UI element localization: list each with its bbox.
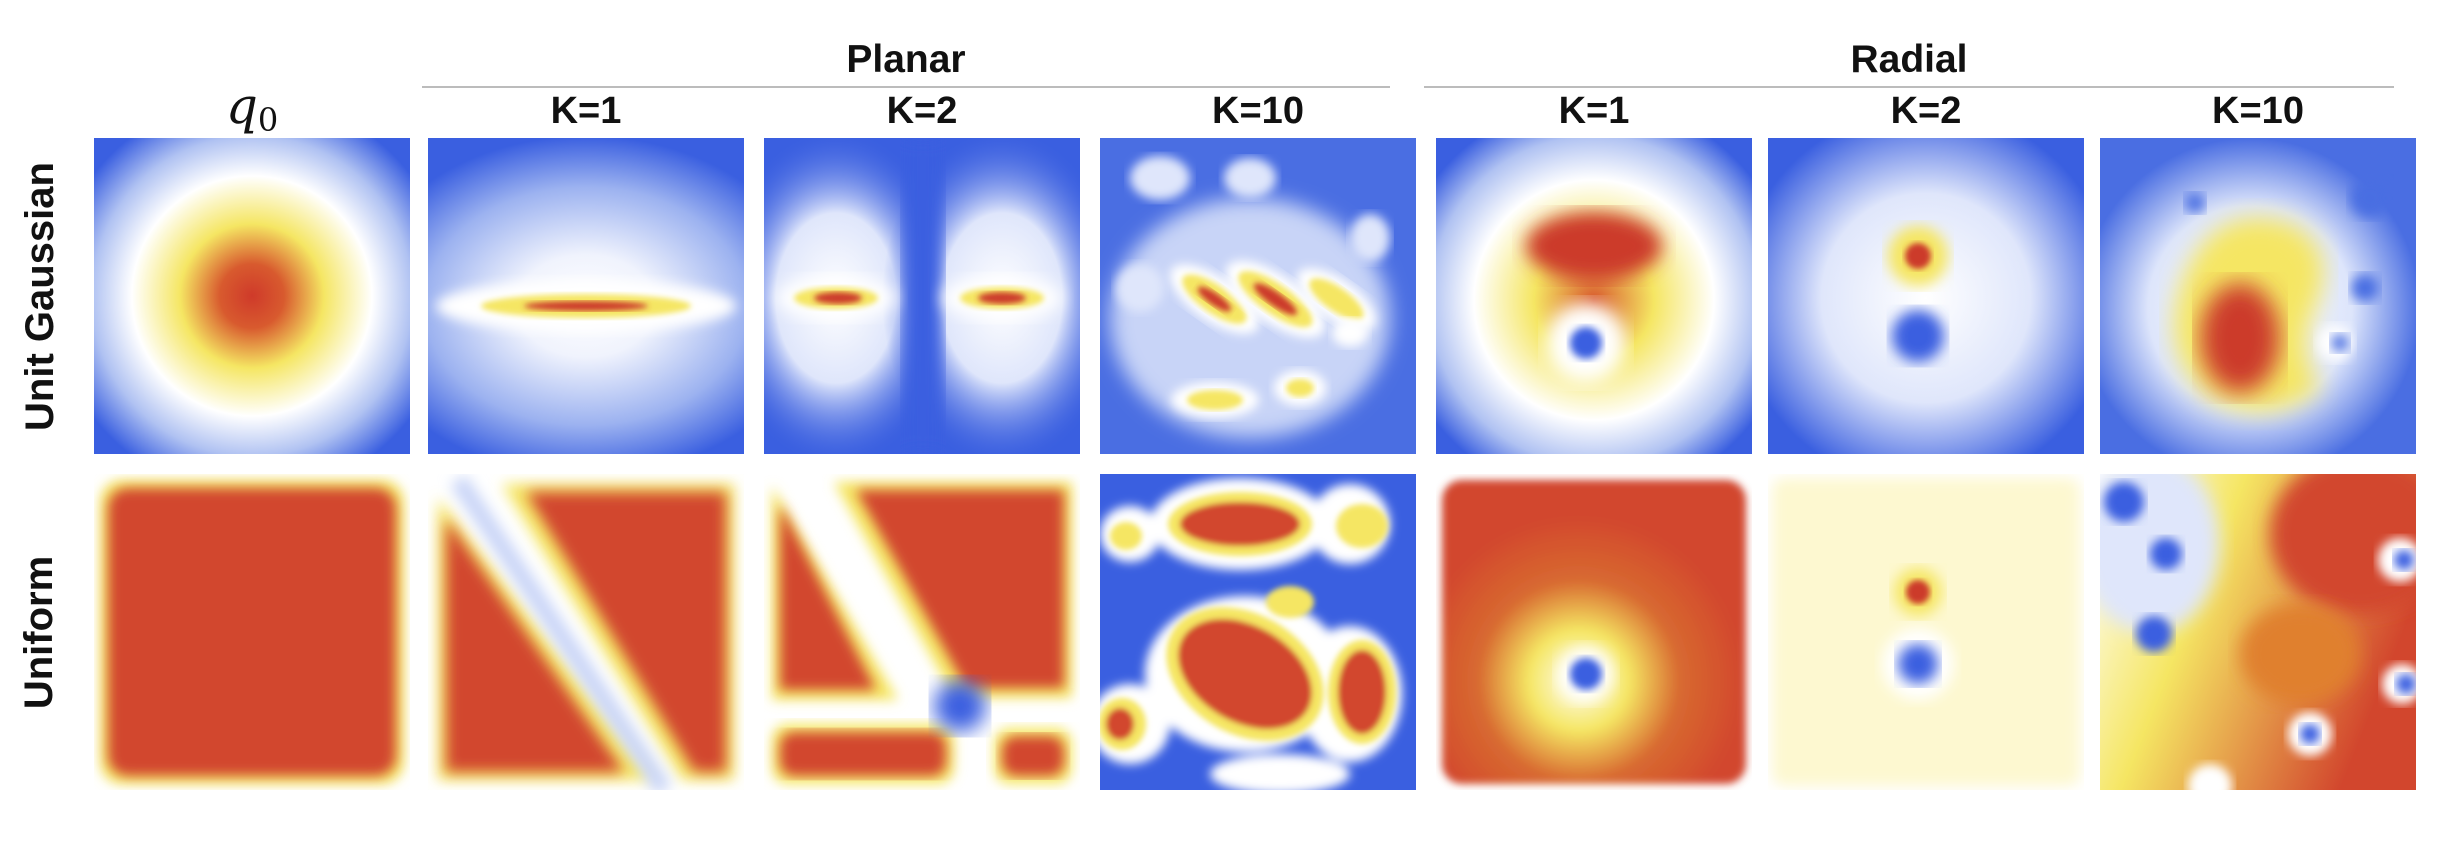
density-plot-uniform-radial-k2 xyxy=(1768,474,2084,790)
density-plot-uniform-q0 xyxy=(94,474,410,790)
column-header-planar-k2: K=2 xyxy=(886,90,958,132)
density-plot-unit-gaussian-planar-k2 xyxy=(764,138,1080,454)
density-plot-unit-gaussian-radial-k2 xyxy=(1768,138,2084,454)
column-header-radial-k10: K=10 xyxy=(2212,90,2304,132)
column-header-planar-k1: K=1 xyxy=(550,90,622,132)
column-header-planar-k10: K=10 xyxy=(1212,90,1304,132)
row-label-unit-gaussian: Unit Gaussian xyxy=(17,161,62,431)
density-plot-unit-gaussian-radial-k1 xyxy=(1436,138,1752,454)
density-plot-unit-gaussian-radial-k10 xyxy=(2100,138,2416,454)
density-plot-unit-gaussian-planar-k1 xyxy=(428,138,744,454)
density-plot-uniform-planar-k2 xyxy=(764,474,1080,790)
density-plot-unit-gaussian-q0 xyxy=(94,138,410,454)
density-plot-uniform-radial-k1 xyxy=(1436,474,1752,790)
group-underline-planar xyxy=(422,86,1390,88)
q0-symbol: q xyxy=(225,77,258,135)
density-plot-uniform-planar-k1 xyxy=(428,474,744,790)
group-header-planar: Planar xyxy=(846,38,966,81)
density-plot-unit-gaussian-planar-k10 xyxy=(1100,138,1416,454)
column-header-radial-k2: K=2 xyxy=(1890,90,1962,132)
column-header-radial-k1: K=1 xyxy=(1558,90,1630,132)
density-plot-uniform-radial-k10 xyxy=(2100,474,2416,790)
row-label-uniform: Uniform xyxy=(17,555,62,709)
group-header-radial: Radial xyxy=(1850,38,1968,81)
group-underline-radial xyxy=(1424,86,2394,88)
density-plot-uniform-planar-k10 xyxy=(1100,474,1416,790)
column-header-q0: q0 xyxy=(94,76,410,139)
q0-subscript: 0 xyxy=(257,101,279,139)
